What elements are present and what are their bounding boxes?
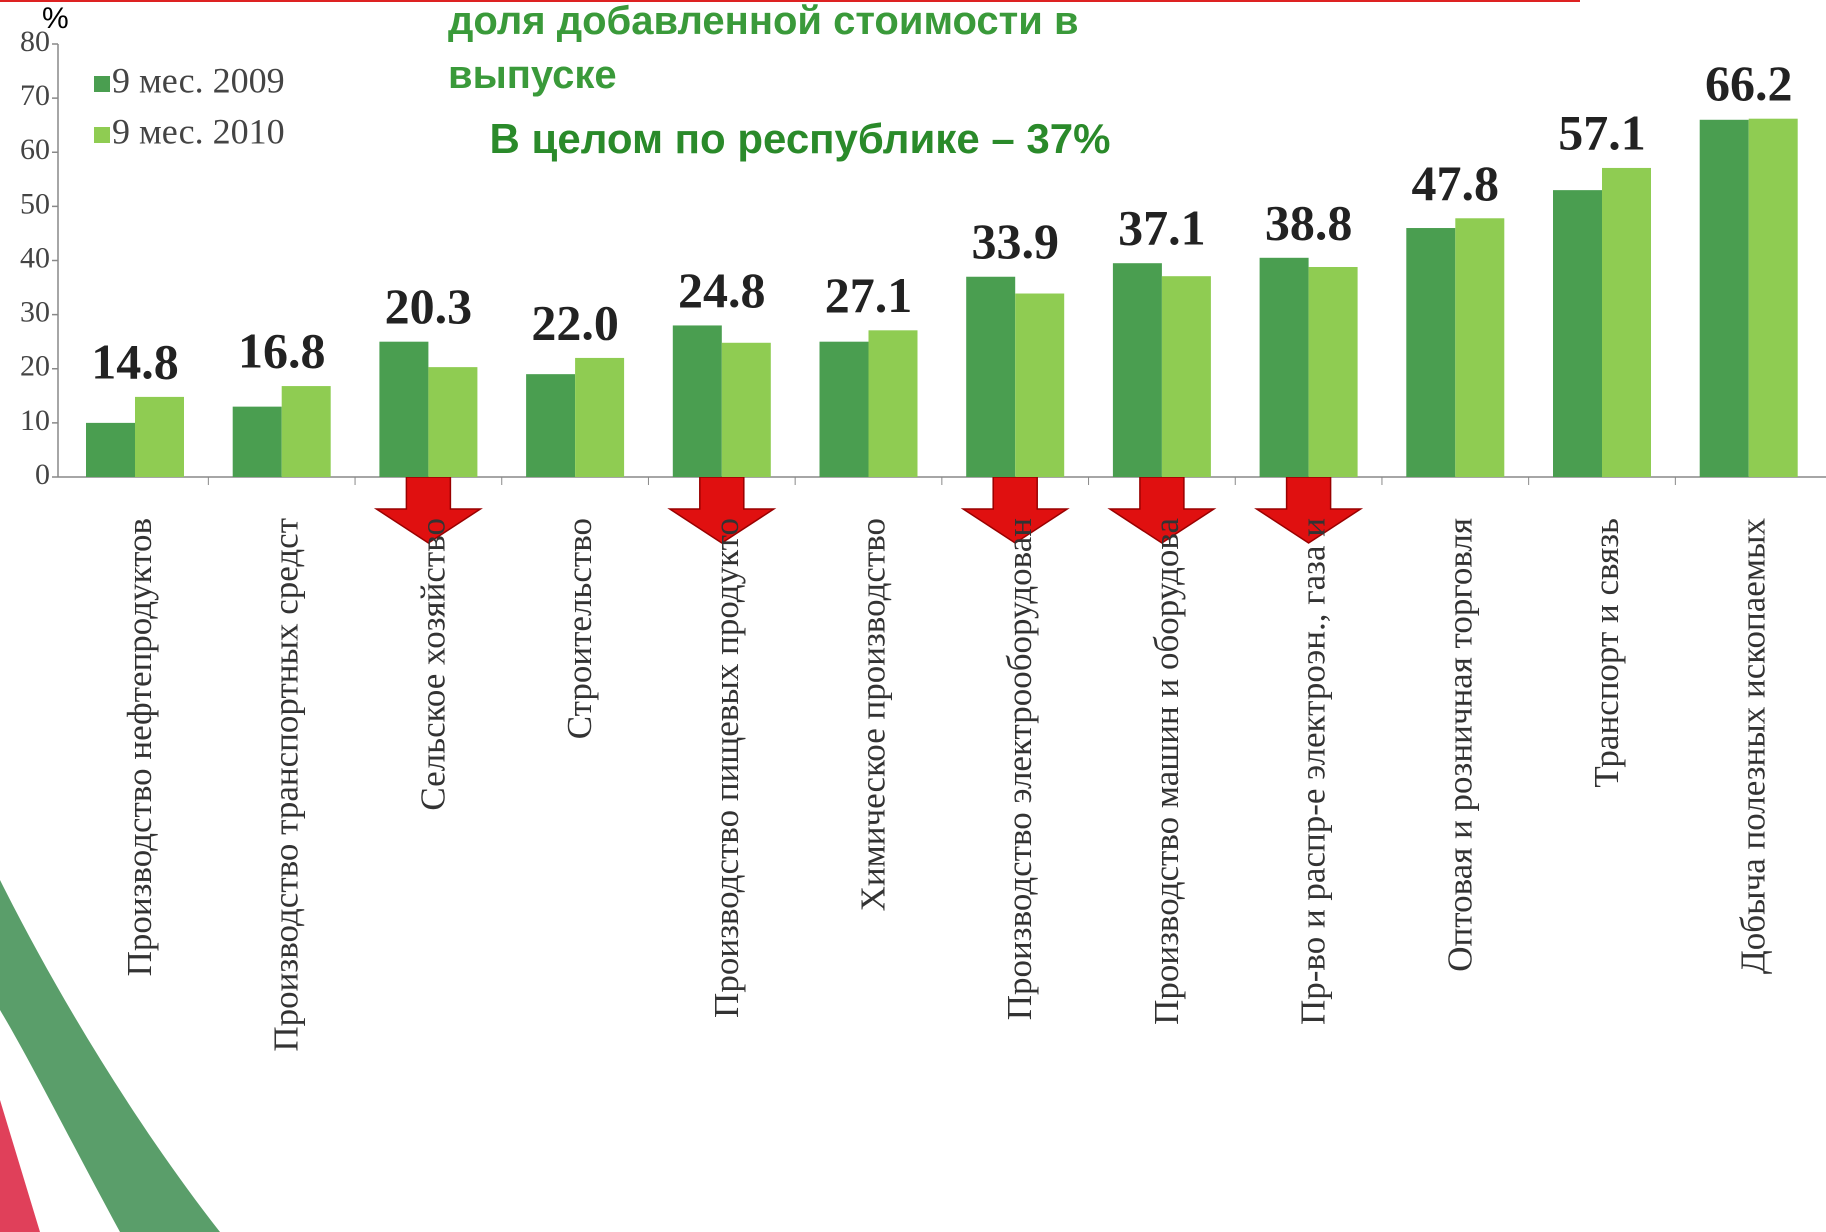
data-label: 27.1 [825,267,913,323]
bar [1748,118,1798,477]
y-tick-label: 0 [35,458,50,491]
bar [135,396,184,477]
arrow [667,476,777,544]
data-label: 14.8 [91,333,179,389]
bar [1161,276,1211,477]
data-label: 47.8 [1412,155,1500,211]
legend-label: 9 мес. 2009 [112,60,285,100]
x-tick-label: Транспорт и связь [1587,518,1626,788]
x-tick-label: Производство транспортных средст [267,518,306,1052]
x-tick-label: Добыча полезных ископаемых [1734,518,1773,975]
bar [1406,228,1456,477]
data-label: 16.8 [238,323,326,379]
bar [966,276,1016,477]
legend-swatch [94,76,110,92]
bar [1553,190,1602,477]
bar [428,367,478,477]
y-tick-label: 20 [20,350,50,383]
x-tick-label: Химическое производство [854,518,893,911]
bar [721,342,771,477]
data-label: 20.3 [385,278,473,334]
bar [1308,266,1358,477]
y-tick-label: 50 [20,187,50,220]
legend-label: 9 мес. 2010 [112,111,285,151]
bar [1259,257,1309,477]
bar [526,374,576,477]
annotation: В целом по республике – 37% [489,115,1111,162]
data-label: 37.1 [1118,200,1206,256]
x-tick-label: Оптовая и розничная торговля [1440,518,1479,972]
bar [1112,263,1162,477]
y-tick-label: 30 [20,296,50,329]
y-tick-label: 40 [20,241,50,274]
bar [1455,218,1505,477]
data-label: 57.1 [1558,104,1646,160]
arrow [1254,476,1364,544]
data-label: 24.8 [678,262,766,318]
y-axis-label: % [42,2,69,35]
bar [1602,167,1651,478]
bar [379,341,429,477]
bar [86,422,135,477]
bar [868,330,918,477]
bar [1699,119,1749,478]
legend-swatch [94,127,110,143]
bar [232,406,282,477]
x-tick-label: Производство пищевых продукто [707,518,746,1018]
arrow [960,476,1070,544]
x-tick-label: Производство электрооборудован [1000,518,1039,1020]
y-tick-label: 10 [20,404,50,437]
bar [1015,293,1065,477]
data-label: 33.9 [971,213,1059,269]
decor-swoosh [0,880,220,1232]
x-tick-label: Пр-во и распр-е электроэн., газа и [1294,518,1333,1025]
y-tick-label: 70 [20,79,50,112]
arrow [373,476,483,544]
y-tick-label: 60 [20,133,50,166]
bar [672,325,722,477]
x-tick-label: Строительство [560,518,599,739]
y-tick-label: 80 [20,25,50,58]
data-label: 38.8 [1265,194,1353,250]
x-tick-label: Сельское хозяйство [413,518,452,811]
bar [281,386,331,477]
decor-swoosh-red [0,1100,40,1232]
data-label: 22.0 [531,294,619,350]
bar [819,341,869,477]
data-label: 66.2 [1705,55,1793,111]
arrow [1107,476,1217,544]
x-tick-label: Производство нефтепродуктов [120,518,159,976]
bar [575,357,625,477]
chart-title: доля добавленной стоимости в выпуске [448,0,1079,97]
x-tick-label: Производство машин и оборудова [1147,518,1186,1025]
